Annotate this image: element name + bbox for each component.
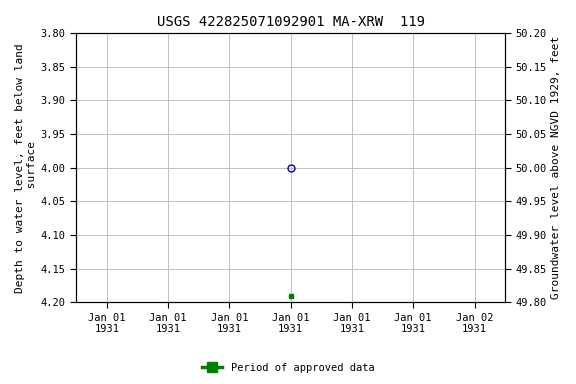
- Y-axis label: Groundwater level above NGVD 1929, feet: Groundwater level above NGVD 1929, feet: [551, 36, 561, 299]
- Legend: Period of approved data: Period of approved data: [198, 359, 378, 377]
- Title: USGS 422825071092901 MA-XRW  119: USGS 422825071092901 MA-XRW 119: [157, 15, 425, 29]
- Y-axis label: Depth to water level, feet below land
 surface: Depth to water level, feet below land su…: [15, 43, 37, 293]
